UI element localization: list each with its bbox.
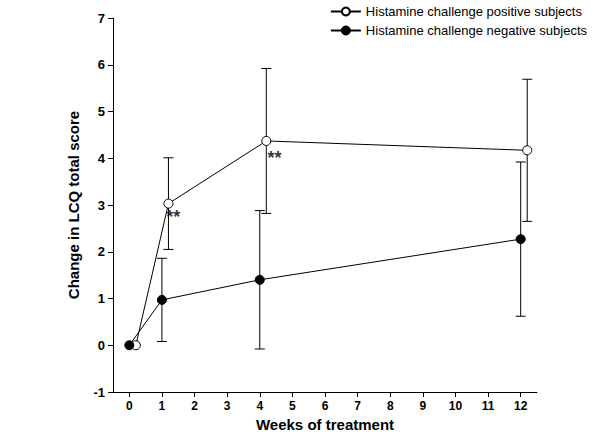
svg-text:**: ** [166, 207, 180, 227]
svg-text:0: 0 [126, 399, 133, 413]
svg-text:4: 4 [98, 151, 106, 166]
svg-text:3: 3 [98, 198, 105, 213]
svg-text:4: 4 [256, 399, 263, 413]
svg-text:8: 8 [387, 399, 394, 413]
svg-text:-1: -1 [93, 385, 105, 400]
svg-text:6: 6 [322, 399, 329, 413]
svg-text:11: 11 [482, 399, 495, 413]
svg-text:9: 9 [420, 399, 427, 413]
svg-text:3: 3 [224, 399, 231, 413]
svg-text:5: 5 [98, 104, 105, 119]
svg-text:Histamine challenge negative s: Histamine challenge negative subjects [366, 23, 588, 38]
svg-text:1: 1 [159, 399, 166, 413]
svg-text:5: 5 [289, 399, 296, 413]
svg-text:**: ** [267, 148, 281, 168]
svg-text:1: 1 [98, 291, 105, 306]
svg-text:6: 6 [98, 57, 105, 72]
svg-text:Change in LCQ total score: Change in LCQ total score [65, 111, 82, 299]
svg-text:Weeks of treatment: Weeks of treatment [256, 416, 394, 433]
svg-text:0: 0 [98, 338, 105, 353]
svg-text:2: 2 [191, 399, 198, 413]
svg-text:2: 2 [98, 244, 105, 259]
svg-text:12: 12 [514, 399, 528, 413]
svg-text:7: 7 [98, 11, 105, 26]
svg-text:10: 10 [449, 399, 463, 413]
svg-text:7: 7 [354, 399, 361, 413]
svg-text:Histamine challenge positive s: Histamine challenge positive subjects [366, 4, 583, 19]
